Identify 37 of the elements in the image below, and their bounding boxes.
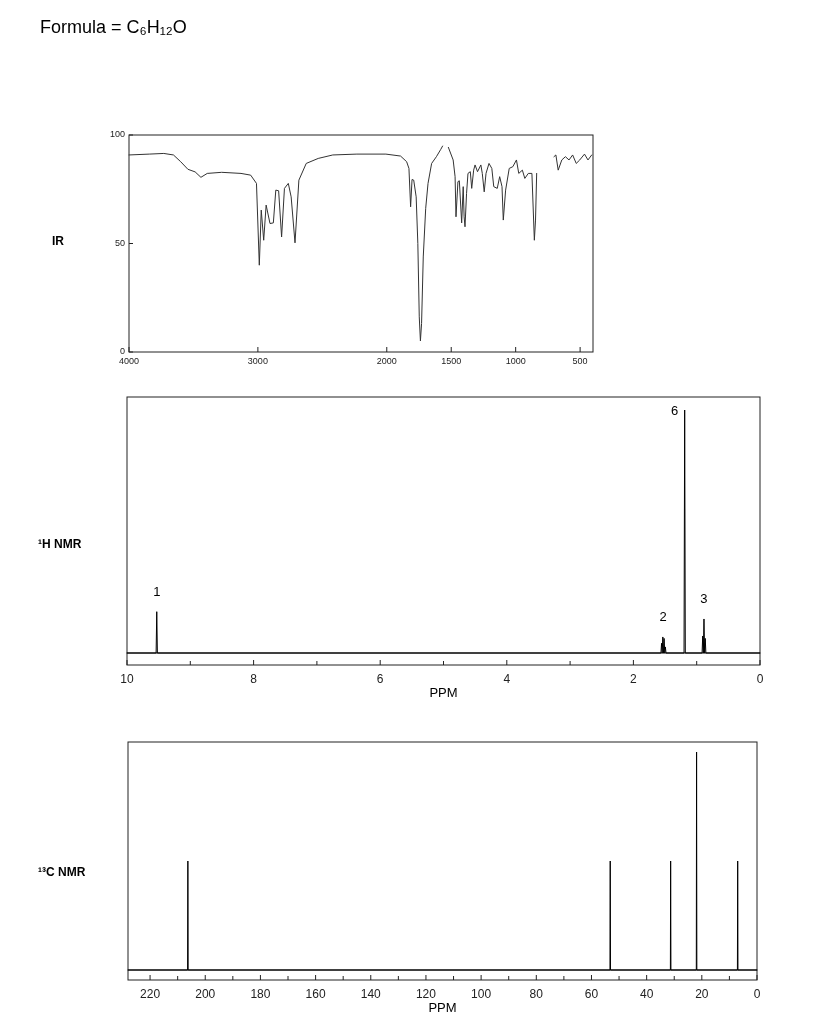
x-axis-title: PPM [429,685,458,700]
text: IR [52,234,65,248]
x-tick-label: 4 [503,672,511,686]
x-axis-title: PPM [428,1000,457,1015]
x-tick-label: 4000 [118,356,140,366]
x-tick-label: 2 [630,672,638,686]
x-tick-label: 1000 [505,356,526,366]
x-tick-label: 1500 [441,356,462,366]
y-tick-label: 100 [109,129,125,139]
x-tick-label: 3000 [247,356,268,366]
x-tick-label: 80 [529,987,544,1001]
x-tick-label: 0 [756,672,764,686]
y-tick-label: 50 [114,237,125,248]
text: ¹H NMR [38,537,82,551]
x-tick-label: 0 [753,987,761,1001]
annotation: 6 [671,403,679,418]
text: Formula = C₆H₁₂O [40,17,187,37]
x-tick-label: 6 [376,672,384,686]
x-tick-label: 220 [140,987,161,1001]
x-tick-label: 100 [471,987,492,1001]
x-tick-label: 160 [305,987,326,1001]
x-tick-label: 2000 [376,356,397,366]
annotation: 2 [659,608,667,624]
x-tick-label: 500 [572,356,588,366]
x-tick-label: 200 [195,987,216,1001]
x-tick-label: 140 [360,987,382,1001]
x-tick-label: 120 [415,987,437,1001]
x-tick-label: 8 [250,672,258,686]
y-tick-label: 0 [119,346,125,356]
text: ¹³C NMR [38,865,86,879]
x-tick-label: 60 [584,987,599,1001]
annotation: 3 [700,590,708,606]
x-tick-label: 20 [695,987,709,1001]
x-tick-label: 40 [639,987,654,1001]
x-tick-label: 180 [250,987,271,1001]
annotation: 1 [153,583,161,599]
x-tick-label: 10 [120,672,134,686]
